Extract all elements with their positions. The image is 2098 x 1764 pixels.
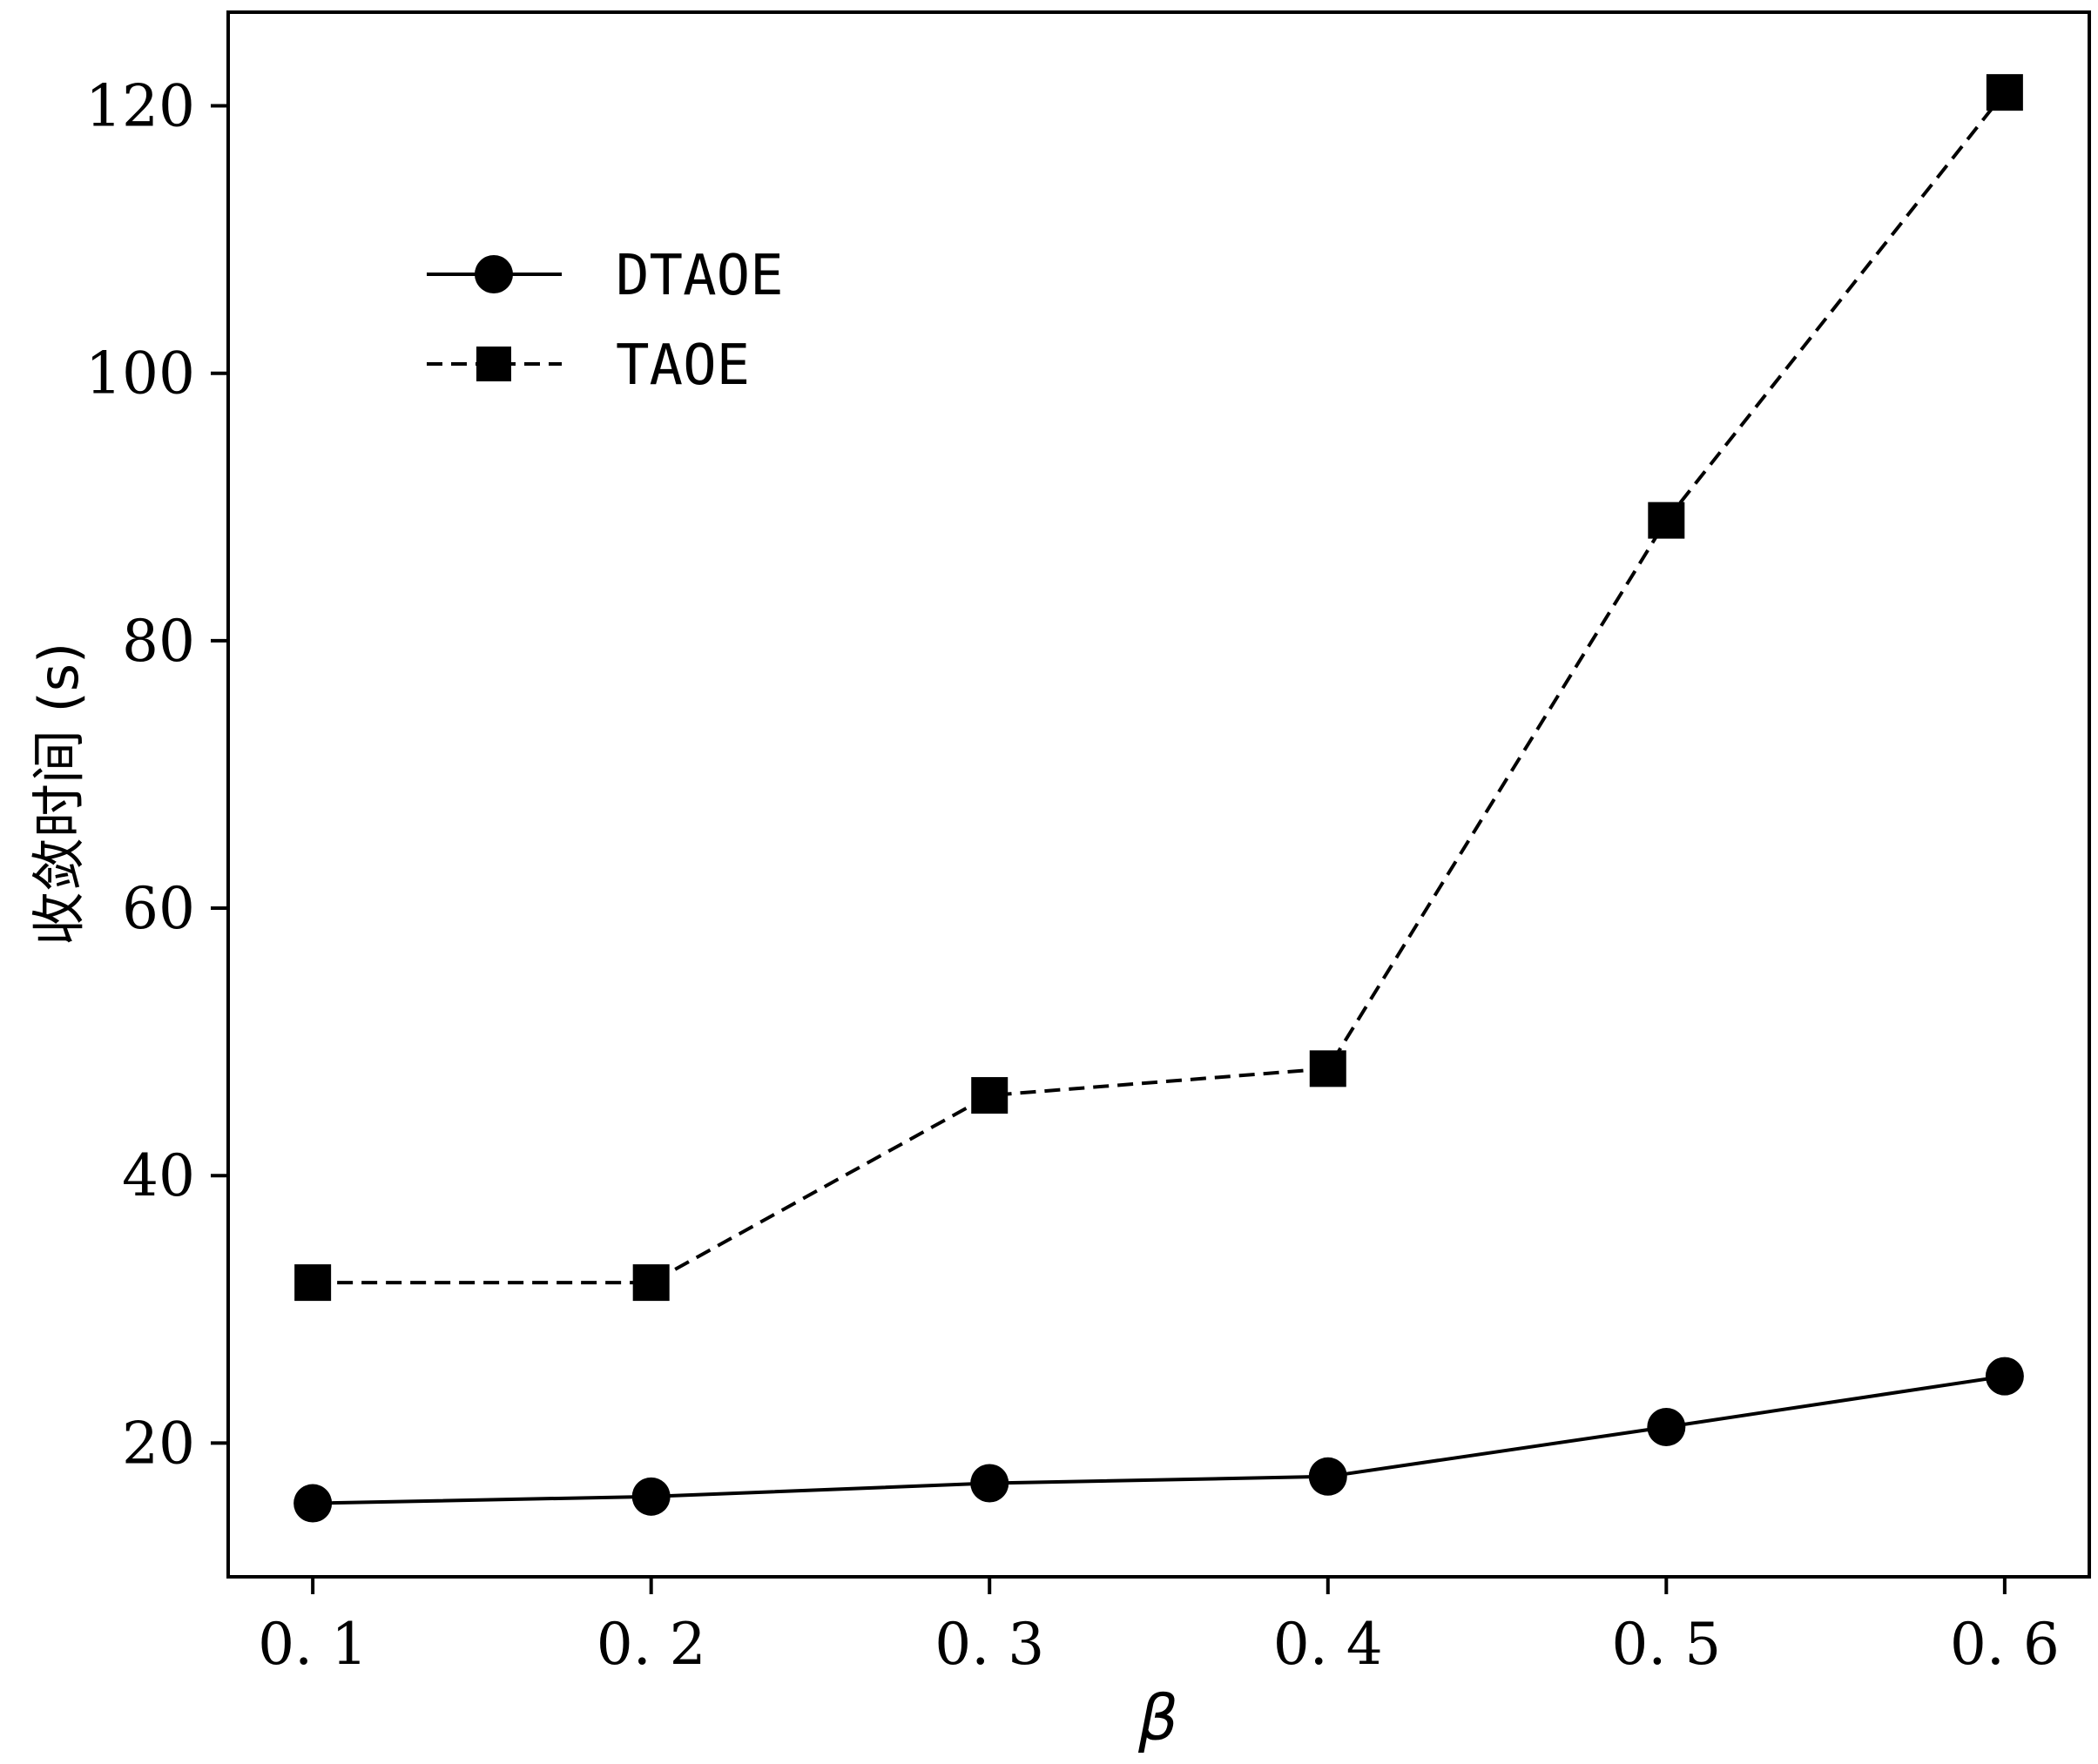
legend-marker-square (476, 347, 511, 381)
plot-frame (226, 10, 2091, 1579)
legend-label-taoe: TAOE (616, 333, 750, 398)
data-point-taoe (1986, 74, 2023, 111)
data-point-taoe (632, 1264, 670, 1302)
y-tick-label: 60 (122, 875, 195, 942)
x-tick-label: 0. 3 (934, 1611, 1044, 1678)
data-point-taoe (1648, 502, 1685, 539)
series-line-taoe (313, 91, 2007, 1285)
x-tick-label: 0. 1 (258, 1611, 368, 1678)
series-layer (293, 74, 2024, 1523)
legend-marker-circle (475, 255, 513, 293)
y-tick-label: 80 (122, 608, 195, 675)
x-axis-label: β (1137, 1681, 1178, 1754)
y-tick-label: 20 (122, 1410, 195, 1477)
legend-item-dtaoe: DTAOE (427, 244, 784, 308)
y-tick-label: 40 (122, 1142, 195, 1209)
data-point-dtaoe (1985, 1357, 2024, 1396)
x-tick-label: 0. 6 (1950, 1611, 2060, 1678)
y-tick-label: 120 (85, 73, 195, 140)
x-tick-label: 0. 4 (1273, 1611, 1383, 1678)
y-tick-label: 100 (85, 340, 195, 407)
legend-item-taoe: TAOE (427, 333, 750, 398)
data-point-taoe (1309, 1050, 1346, 1087)
x-axis-ticks: 0. 1 0. 2 0. 3 0. 4 0. 5 0. 6 (258, 1577, 2060, 1678)
data-point-dtaoe (1308, 1457, 1347, 1496)
data-point-dtaoe (970, 1464, 1009, 1503)
x-tick-label: 0. 2 (597, 1611, 706, 1678)
data-point-dtaoe (293, 1484, 333, 1523)
data-point-dtaoe (631, 1477, 671, 1516)
legend: DTAOE TAOE (427, 244, 784, 398)
y-axis-label: 收敛时间 (s) (27, 643, 91, 946)
series-line-dtaoe (313, 1374, 2006, 1505)
data-point-taoe (294, 1264, 332, 1302)
legend-label-dtaoe: DTAOE (616, 244, 784, 308)
data-point-taoe (971, 1077, 1009, 1114)
x-tick-label: 0. 5 (1611, 1611, 1721, 1678)
data-point-dtaoe (1647, 1407, 1686, 1446)
y-axis-ticks: 20 40 60 80 100 120 (85, 73, 228, 1477)
